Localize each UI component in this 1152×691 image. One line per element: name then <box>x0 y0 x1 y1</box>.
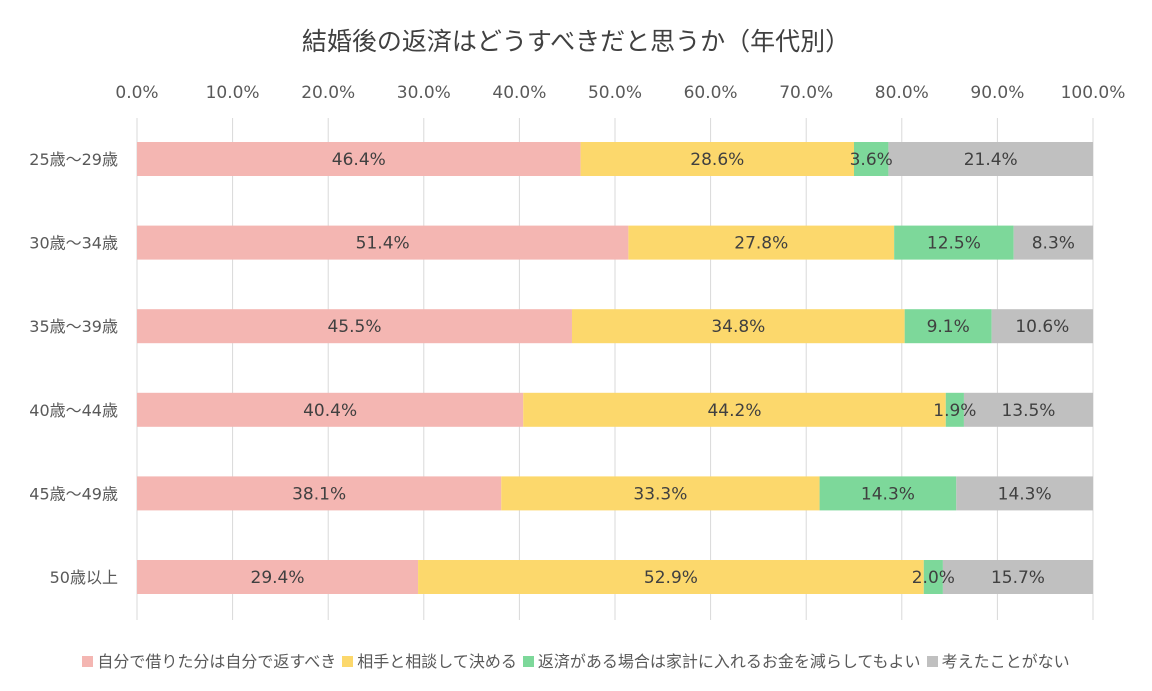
gridlines <box>136 118 1094 620</box>
bar-segment <box>963 392 1093 427</box>
data-label: 27.8% <box>734 234 788 254</box>
bar-segment <box>942 560 1093 594</box>
category-label: 45歳〜49歳 <box>29 484 118 503</box>
bar-segment <box>137 392 524 427</box>
legend-label: 自分で借りた分は自分で返すべき <box>97 652 337 671</box>
category-label: 25歳〜29歳 <box>29 150 118 169</box>
data-label: 3.6% <box>850 150 893 170</box>
bar-segment <box>956 476 1093 511</box>
bar-segment <box>923 560 943 594</box>
chart-title: 結婚後の返済はどうすべきだと思うか（年代別） <box>301 27 851 56</box>
bar-segment <box>819 476 957 511</box>
legend-item: 返済がある場合は家計に入れるお金を減らしてもよい <box>522 648 921 672</box>
bar-segment <box>894 225 1014 260</box>
bar-segment <box>137 560 419 594</box>
data-label: 38.1% <box>292 484 346 504</box>
x-tick-label: 0.0% <box>115 83 158 103</box>
legend-swatch <box>342 656 354 667</box>
x-tick-label: 60.0% <box>684 83 738 103</box>
y-axis-categories: 25歳〜29歳 30歳〜34歳 35歳〜39歳 40歳〜44歳 45歳〜49歳 50歳以上 <box>29 150 118 587</box>
bar-segment <box>854 142 889 176</box>
data-label: 40.4% <box>303 401 357 421</box>
x-tick-label: 90.0% <box>970 83 1024 103</box>
data-label: 52.9% <box>644 568 698 588</box>
x-tick-label: 40.0% <box>492 83 546 103</box>
data-label: 8.3% <box>1032 234 1075 254</box>
bar-segment <box>991 309 1093 344</box>
legend-swatch <box>926 656 938 667</box>
data-label: 21.4% <box>964 150 1018 170</box>
data-label: 12.5% <box>927 234 981 254</box>
x-axis-ticks: 0.0% 10.0% 20.0% 30.0% 40.0% 50.0% 60.0% 70.0% 8… <box>115 83 1125 103</box>
legend-item: 相手と相談して決める <box>342 648 517 672</box>
bar-segment <box>137 225 629 260</box>
data-label: 33.3% <box>633 484 687 504</box>
bar-segment <box>945 392 964 427</box>
category-label: 40歳〜44歳 <box>29 401 118 420</box>
legend-label: 相手と相談して決める <box>357 652 517 671</box>
data-label: 15.7% <box>991 568 1045 588</box>
data-label: 44.2% <box>707 401 761 421</box>
data-labels: 46.4% 28.6% 3.6% 21.4% 51.4% 27.8% 12.5% 8.3% 45… <box>251 150 1075 588</box>
data-label: 45.5% <box>327 317 381 337</box>
bar-segment <box>904 309 992 344</box>
data-label: 9.1% <box>927 317 970 337</box>
x-tick-label: 80.0% <box>875 83 929 103</box>
legend-item: 自分で借りた分は自分で返すべき <box>82 648 336 672</box>
x-tick-label: 50.0% <box>588 83 642 103</box>
data-label: 29.4% <box>251 568 305 588</box>
legend-swatch <box>82 656 94 667</box>
category-label: 35歳〜39歳 <box>29 317 118 336</box>
x-tick-label: 20.0% <box>301 83 355 103</box>
data-label: 2.0% <box>912 568 955 588</box>
bar-segment <box>501 476 820 511</box>
bar-segment <box>1013 225 1093 260</box>
bar-segment <box>137 476 502 511</box>
legend: 自分で借りた分は自分で返すべき 相手と相談して決める 返済がある場合は家計に入れるお… <box>0 648 1152 672</box>
data-label: 28.6% <box>690 150 744 170</box>
bar-segment <box>137 142 581 176</box>
data-label: 14.3% <box>998 484 1052 504</box>
bar-segment <box>523 392 946 427</box>
x-tick-label: 30.0% <box>397 83 451 103</box>
data-label: 13.5% <box>1001 401 1055 421</box>
data-label: 14.3% <box>861 484 915 504</box>
bar-segment <box>418 560 924 594</box>
data-label: 46.4% <box>332 150 386 170</box>
legend-label: 返済がある場合は家計に入れるお金を減らしてもよい <box>537 652 921 671</box>
data-label: 51.4% <box>356 234 410 254</box>
x-tick-label: 70.0% <box>779 83 833 103</box>
category-label: 50歳以上 <box>50 568 118 587</box>
legend-swatch <box>522 656 534 667</box>
x-tick-label: 10.0% <box>206 83 260 103</box>
legend-item: 考えたことがない <box>926 648 1070 672</box>
bars <box>137 142 1093 594</box>
bar-segment <box>571 309 905 344</box>
data-label: 34.8% <box>711 317 765 337</box>
data-label: 10.6% <box>1015 317 1069 337</box>
legend-label: 考えたことがない <box>941 652 1070 671</box>
x-tick-label: 100.0% <box>1061 83 1126 103</box>
bar-segment <box>580 142 854 176</box>
category-label: 30歳〜34歳 <box>29 234 118 253</box>
data-label: 1.9% <box>933 401 976 421</box>
bar-segment <box>888 142 1093 176</box>
bar-segment <box>628 225 895 260</box>
bar-segment <box>137 309 572 344</box>
